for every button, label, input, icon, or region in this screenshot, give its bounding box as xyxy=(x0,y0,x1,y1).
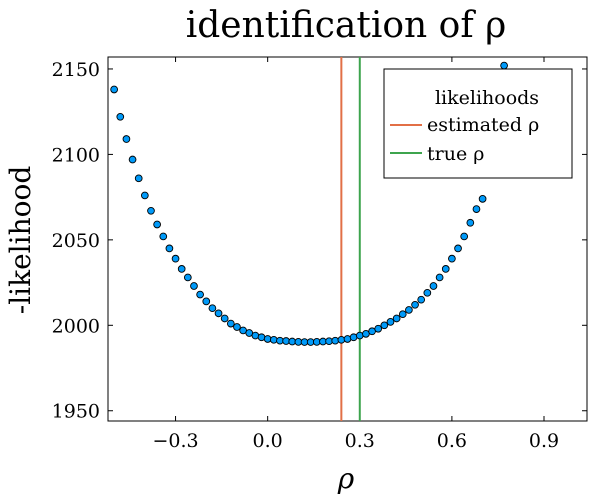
data-point xyxy=(177,265,186,273)
data-point xyxy=(116,112,125,121)
data-point xyxy=(398,310,407,319)
data-point xyxy=(134,174,143,183)
data-point xyxy=(226,319,235,328)
data-point xyxy=(153,220,161,229)
data-point xyxy=(411,300,419,309)
data-point xyxy=(196,290,204,299)
data-point xyxy=(500,61,508,70)
data-point xyxy=(448,254,456,263)
data-point xyxy=(147,206,155,215)
data-point xyxy=(460,232,469,241)
data-point xyxy=(331,336,340,345)
legend-label-true: true ρ xyxy=(427,143,484,165)
data-point xyxy=(128,155,137,164)
plot-area-frame xyxy=(107,56,588,422)
data-point xyxy=(122,135,131,143)
data-point xyxy=(159,232,168,241)
y-tick-label: 1950 xyxy=(52,401,100,423)
legend: likelihoods estimated ρ true ρ xyxy=(383,68,573,179)
data-point xyxy=(202,297,211,306)
data-point xyxy=(165,244,174,253)
data-point xyxy=(405,306,413,314)
reference-lines xyxy=(340,57,361,421)
y-tick-label: 2000 xyxy=(52,315,100,337)
data-point xyxy=(337,335,346,344)
legend-title: likelihoods xyxy=(435,87,539,109)
y-tick-label: 2050 xyxy=(52,230,100,252)
x-tick-label: 0.0 xyxy=(253,430,283,452)
data-point xyxy=(472,205,481,213)
data-point xyxy=(417,295,426,304)
data-point xyxy=(220,314,229,323)
data-point xyxy=(140,191,149,200)
data-point xyxy=(429,282,438,290)
data-point xyxy=(423,288,432,297)
data-point xyxy=(214,309,223,318)
chart-title: identification of ρ xyxy=(186,5,507,46)
data-point xyxy=(478,194,487,203)
x-tick-label: 0.6 xyxy=(437,430,467,452)
likelihood-points xyxy=(110,61,508,346)
data-point xyxy=(380,321,389,330)
data-point xyxy=(190,282,198,290)
y-axis-title: -likelihood xyxy=(4,166,37,315)
data-point xyxy=(233,323,241,331)
data-point xyxy=(454,244,462,253)
y-tick-label: 2100 xyxy=(52,144,100,166)
data-point xyxy=(171,254,180,263)
data-point xyxy=(441,265,450,273)
data-point xyxy=(466,218,475,227)
legend-box xyxy=(383,68,573,179)
x-tick-label: 0.9 xyxy=(529,430,559,452)
y-tick-label: 2150 xyxy=(52,59,100,81)
legend-label-estimated: estimated ρ xyxy=(427,114,539,136)
data-point xyxy=(110,85,118,94)
data-point xyxy=(183,273,192,282)
data-point xyxy=(392,314,401,323)
x-axis-title: ρ xyxy=(337,462,355,495)
x-tick-label: −0.3 xyxy=(152,430,198,452)
y-axis: 1950 2000 2050 2100 2150 xyxy=(52,59,587,423)
data-point xyxy=(263,335,272,343)
data-point xyxy=(435,273,444,282)
data-point xyxy=(374,324,383,333)
data-point xyxy=(208,304,217,313)
data-point xyxy=(386,318,395,326)
x-tick-label: 0.3 xyxy=(345,430,375,452)
data-point xyxy=(269,335,278,344)
x-axis: −0.3 0.0 0.3 0.6 0.9 xyxy=(152,57,559,452)
